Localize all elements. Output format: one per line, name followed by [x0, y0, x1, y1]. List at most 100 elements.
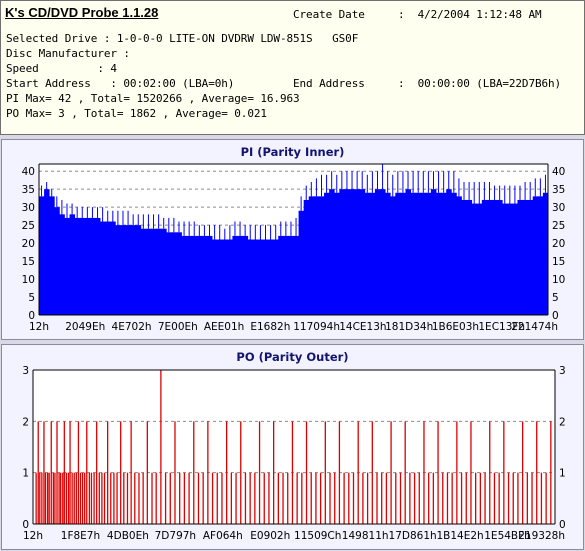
pi-bar — [247, 239, 254, 315]
selected-drive-line: Selected Drive : 1-0-0-0 LITE-ON DVDRW L… — [6, 32, 359, 45]
po-x-tick-label: 4DB0Eh — [107, 530, 149, 542]
pi-bar — [262, 239, 269, 315]
pi-bar — [217, 239, 223, 315]
pi-bar — [196, 235, 203, 315]
po-x-tick-label: AF064h — [203, 530, 243, 542]
pi-bar — [339, 189, 345, 315]
pi-x-tick-label: 117094h — [293, 321, 340, 333]
pi-bar — [242, 235, 249, 315]
pi-bar — [252, 239, 259, 315]
pi-bar — [84, 217, 91, 315]
pi-bar — [512, 203, 518, 315]
pi-bar — [69, 214, 76, 315]
po-y-tick-label-left: 1 — [22, 468, 29, 480]
pi-bar — [135, 225, 142, 315]
pi-bar — [344, 189, 350, 315]
po-x-tick-label: 149811h — [342, 530, 389, 542]
po-y-tick-label-left: 0 — [22, 519, 29, 531]
pi-bar — [268, 239, 274, 315]
pi-bar — [212, 239, 218, 315]
pi-bar — [100, 221, 106, 315]
pi-bar — [206, 235, 213, 315]
pi-x-tick-label: 1B6E03h — [432, 321, 479, 333]
po-x-tick-label: 7D797h — [155, 530, 196, 542]
po-y-tick-label-right: 1 — [559, 468, 566, 480]
pi-summary-line: PI Max= 42 , Total= 1520266 , Average= 1… — [6, 92, 300, 105]
pi-x-tick-label: 7E00Eh — [158, 321, 198, 333]
po-chart-panel: PO (Parity Outer) 0 0 1 1 2 2 3 3 12h 1F8E7h 4DB0E… — [1, 344, 584, 550]
pi-bar — [502, 203, 508, 315]
pi-bar — [64, 217, 70, 315]
pi-bar — [161, 228, 167, 315]
pi-x-tick-label: 1EC13Fh — [478, 321, 525, 333]
pi-y-tick-label-right: 40 — [552, 166, 565, 178]
po-y-tick-label-right: 2 — [559, 416, 566, 428]
pi-bar — [492, 199, 498, 315]
pi-bar — [476, 203, 483, 315]
pi-bar — [283, 235, 289, 315]
po-plot-area — [33, 370, 555, 524]
pi-bar — [125, 225, 132, 315]
info-panel: K's CD/DVD Probe 1.1.28 Create Date : 4/… — [0, 0, 585, 135]
pi-y-tick-label-right: 30 — [552, 202, 565, 214]
po-x-tick-label: 17D861h — [389, 530, 437, 542]
po-y-tick-label-left: 3 — [22, 365, 29, 377]
create-date-label: Create Date — [293, 8, 365, 21]
po-chart: 0 0 1 1 2 2 3 3 12h 1F8E7h 4DB0Eh 7D797h AF064h E0902… — [22, 365, 566, 542]
po-x-tick-label: 219328h — [518, 530, 565, 542]
pi-bar — [451, 192, 457, 315]
pi-x-tick-label: 181D34h — [385, 321, 433, 333]
pi-y-tick-label-right: 35 — [552, 184, 565, 196]
pi-y-tick-label-left: 25 — [22, 220, 35, 232]
app-title: K's CD/DVD Probe 1.1.28 — [5, 5, 159, 20]
pi-y-tick-label-left: 15 — [22, 256, 35, 268]
pi-y-tick-label-left: 40 — [22, 166, 35, 178]
po-chart-title: PO (Parity Outer) — [236, 350, 349, 364]
start-address-line: Start Address : 00:02:00 (LBA=0h) — [6, 77, 235, 90]
pi-bar — [227, 239, 233, 315]
pi-bar — [232, 235, 238, 315]
pi-bar — [517, 199, 523, 315]
po-y-tick-label-left: 2 — [22, 416, 29, 428]
po-x-tick-label: 12h — [23, 530, 43, 542]
pi-bar — [441, 192, 447, 315]
pi-bar — [537, 196, 544, 315]
pi-x-tick-label: 14CE13h — [339, 321, 386, 333]
pi-y-tick-label-left: 35 — [22, 184, 35, 196]
pi-bar — [481, 199, 488, 315]
pi-bar — [364, 192, 371, 315]
pi-bar — [456, 196, 462, 315]
pi-bar — [288, 235, 294, 315]
pi-chart-panel: PI (Parity Inner) 0 0 5 5 10 10 15 15 20 20 25 25 30… — [1, 139, 584, 340]
pi-bar — [89, 217, 96, 315]
po-x-tick-label: 1E54BFh — [484, 530, 531, 542]
pi-bar — [334, 192, 340, 315]
po-x-tick-label: E0902h — [250, 530, 290, 542]
pi-bar — [425, 192, 432, 315]
pi-bar — [303, 199, 310, 315]
pi-bar — [380, 189, 386, 315]
pi-bar — [115, 225, 121, 315]
pi-y-tick-label-right: 10 — [552, 274, 565, 286]
pi-y-tick-label-left: 30 — [22, 202, 35, 214]
end-address-value: : 00:00:00 (LBA=22D7B6h) — [398, 77, 562, 90]
pi-bar — [186, 235, 193, 315]
pi-y-tick-label-left: 20 — [22, 238, 35, 250]
pi-bar — [308, 196, 315, 315]
pi-bar — [461, 199, 467, 315]
pi-bar — [415, 192, 422, 315]
end-address-label: End Address — [293, 77, 365, 90]
pi-bar — [191, 235, 198, 315]
po-x-tick-label: 1B14E2h — [436, 530, 483, 542]
pi-bar — [44, 189, 50, 315]
pi-bar — [349, 189, 355, 315]
pi-bar — [436, 192, 442, 315]
pi-bar — [374, 189, 381, 315]
pi-bar — [201, 235, 208, 315]
pi-bar — [54, 207, 60, 315]
pi-bar — [359, 189, 366, 315]
create-date-value: : 4/2/2004 1:12:48 AM — [398, 8, 542, 21]
po-y-tick-label-right: 0 — [559, 519, 566, 531]
pi-bar — [181, 235, 188, 315]
pi-y-tick-label-right: 20 — [552, 238, 565, 250]
